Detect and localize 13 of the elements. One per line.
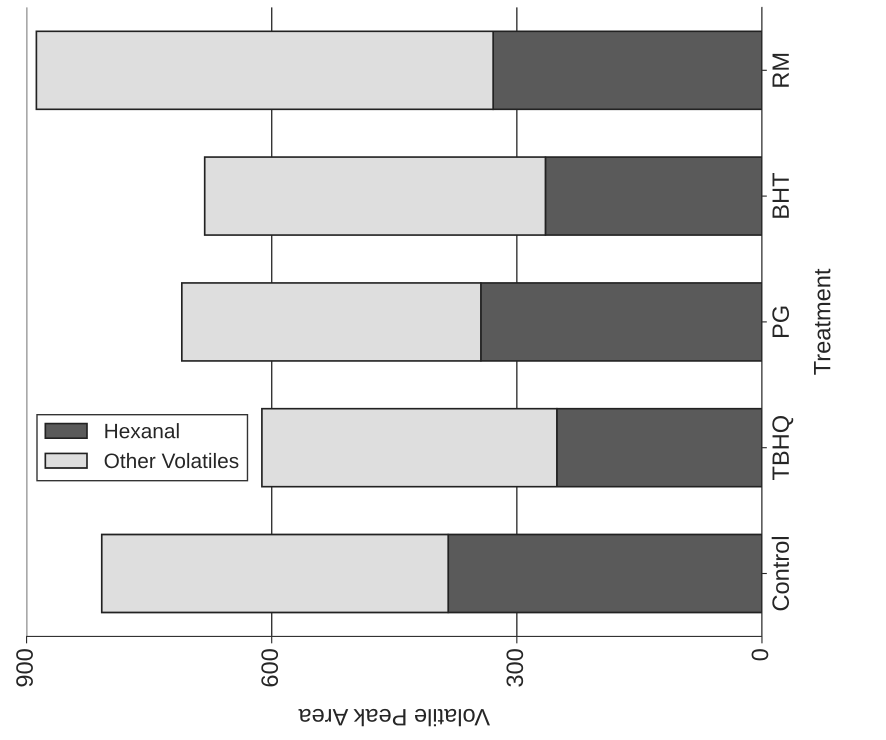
legend-label: Other Volatiles <box>104 452 238 468</box>
y-tick-label: TBHQ <box>772 416 794 480</box>
x-tick-label: 0 <box>752 649 768 660</box>
y-tick-label: BHT <box>772 173 789 218</box>
y-axis-title: Treatment <box>814 268 830 375</box>
legend-label: Hexanal <box>105 423 179 438</box>
y-tick-label: PG <box>772 306 790 338</box>
x-tick-label: 900 <box>16 649 33 686</box>
x-tick-label: 300 <box>506 649 524 687</box>
y-tick-label: RM <box>772 54 789 87</box>
x-tick-label: 600 <box>261 649 278 686</box>
y-tick-label: Control <box>772 537 790 610</box>
x-axis-title: Volatile Peak Area <box>298 708 490 726</box>
